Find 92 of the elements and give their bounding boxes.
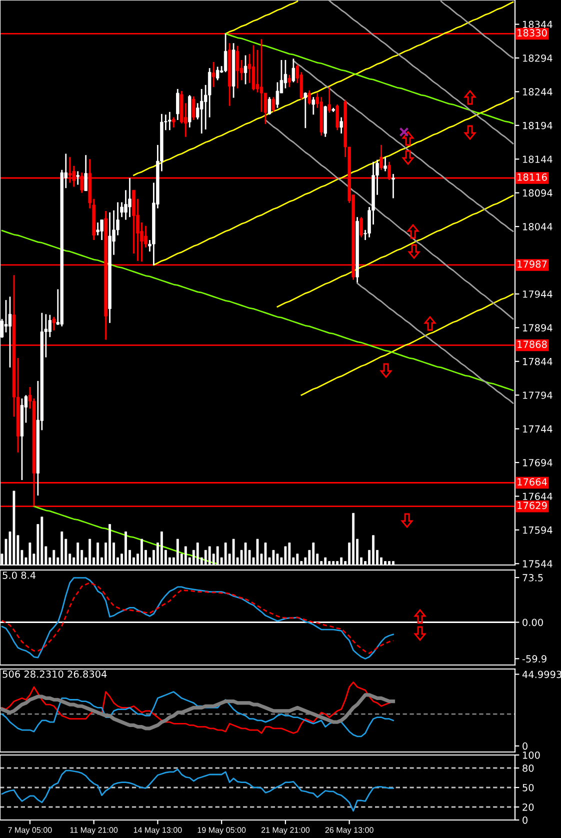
x-tick-label: 7 May 05:00 xyxy=(8,827,52,834)
line-series xyxy=(328,0,514,144)
y-tick-label: 0.00 xyxy=(522,618,543,626)
candlestick xyxy=(284,59,288,90)
ref-line-label: 17868 xyxy=(518,340,547,348)
y-tick-label: 18194 xyxy=(523,122,552,130)
y-tick-label: 18244 xyxy=(523,88,552,96)
x-tick-label: 11 May 21:00 xyxy=(70,827,118,834)
candlestick xyxy=(336,104,339,131)
y-tick-label: 0 xyxy=(522,816,528,824)
line-series xyxy=(224,0,298,34)
y-tick-label: 0 xyxy=(522,742,528,750)
x-tick-label: 14 May 13:00 xyxy=(134,827,182,834)
y-tick-label: 18344 xyxy=(523,20,552,28)
y-tick-label: 17844 xyxy=(523,358,552,366)
candlestick xyxy=(312,96,315,116)
candlestick xyxy=(168,111,172,131)
ref-line-label: 17629 xyxy=(518,502,547,510)
y-tick-label: 17544 xyxy=(523,560,552,568)
candlestick xyxy=(244,54,248,85)
candlestick xyxy=(172,116,176,128)
candlestick xyxy=(288,74,292,88)
candlestick xyxy=(260,38,264,113)
line-series xyxy=(1,768,394,812)
candlestick xyxy=(268,96,272,116)
y-tick-label: 17694 xyxy=(523,458,552,466)
candlestick xyxy=(176,88,180,121)
candlestick xyxy=(328,86,331,114)
chart-title: 5.0 8.4 xyxy=(2,572,36,579)
y-tick-label: -59.9 xyxy=(522,655,546,663)
y-tick-label: 18144 xyxy=(523,156,552,163)
line-series xyxy=(224,33,514,124)
candlestick xyxy=(272,96,276,113)
line-series xyxy=(1,691,394,738)
y-tick-label: 17744 xyxy=(523,425,552,432)
ref-line-label: 17987 xyxy=(518,260,547,268)
x-tick-label: 19 May 05:00 xyxy=(198,827,246,834)
candlestick xyxy=(8,296,12,368)
candlestick xyxy=(200,88,204,134)
candlestick xyxy=(84,154,88,192)
y-tick-label: 80 xyxy=(522,764,534,772)
candlestick xyxy=(216,66,220,81)
y-tick-label: 17644 xyxy=(523,492,552,500)
x-tick-label: 21 May 21:00 xyxy=(261,827,310,834)
candlestick xyxy=(76,170,80,186)
candlestick xyxy=(96,222,100,236)
line-series xyxy=(153,97,514,266)
y-tick-label: 17894 xyxy=(523,324,552,332)
line-series xyxy=(276,194,514,308)
chart-title: 506 28.2310 26.8304 xyxy=(2,670,107,678)
y-tick-label: 100 xyxy=(523,751,540,759)
y-tick-label: 18094 xyxy=(523,189,552,197)
line-series xyxy=(1,230,514,392)
y-tick-label: 50 xyxy=(522,784,534,792)
candlestick xyxy=(340,116,343,134)
y-tick-label: 17794 xyxy=(523,392,552,399)
candlestick xyxy=(360,216,363,238)
y-tick-label: 73.5 xyxy=(522,574,543,582)
y-tick-label: 20 xyxy=(522,803,534,811)
line-series xyxy=(356,282,514,404)
line-series xyxy=(264,119,514,320)
line-series xyxy=(33,506,218,564)
ref-line-label: 18116 xyxy=(518,173,547,181)
line-series xyxy=(440,0,514,59)
candlestick xyxy=(392,173,395,199)
candlestick xyxy=(384,156,387,172)
y-tick-label: 18294 xyxy=(523,54,552,62)
y-tick-label: 44.9993 xyxy=(522,670,561,678)
candlestick xyxy=(212,61,216,88)
candlestick xyxy=(276,82,280,109)
y-tick-label: 17944 xyxy=(523,290,552,298)
candlestick xyxy=(224,33,228,73)
candlestick xyxy=(308,90,312,106)
y-tick-label: 17594 xyxy=(523,526,552,534)
line-series xyxy=(300,293,514,396)
candlestick xyxy=(192,96,196,121)
candlestick xyxy=(304,92,308,129)
candlestick xyxy=(256,49,260,94)
candlestick xyxy=(380,144,383,171)
x-tick-label: 26 May 13:00 xyxy=(325,827,374,834)
candlestick xyxy=(236,45,240,90)
candlestick xyxy=(52,316,56,332)
line-series xyxy=(133,1,514,176)
candlestick xyxy=(292,58,296,83)
y-tick-label: 18044 xyxy=(523,223,552,230)
ref-line-label: 17664 xyxy=(518,478,547,486)
candlestick xyxy=(252,44,256,92)
candlestick xyxy=(100,219,104,241)
line-series xyxy=(292,60,514,232)
candlestick xyxy=(4,299,8,334)
candlestick xyxy=(128,177,132,218)
ref-line-label: 18330 xyxy=(518,29,547,37)
